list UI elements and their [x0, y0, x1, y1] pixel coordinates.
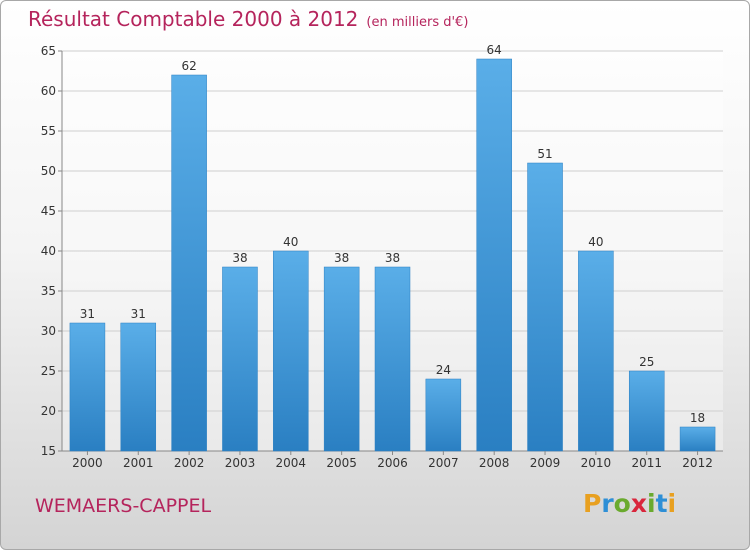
bar-value-label: 51 — [537, 147, 552, 161]
bar-value-label: 24 — [436, 363, 451, 377]
bar-value-label: 40 — [588, 235, 603, 249]
x-tick-label: 2009 — [530, 456, 561, 470]
x-tick-label: 2006 — [377, 456, 408, 470]
bar-value-label: 38 — [334, 251, 349, 265]
bar[interactable] — [679, 426, 716, 452]
y-tick-label: 35 — [41, 284, 56, 298]
x-tick-label: 2010 — [581, 456, 612, 470]
y-tick-label: 20 — [41, 404, 56, 418]
bar[interactable] — [222, 266, 258, 452]
logo-letter: P — [583, 489, 602, 518]
bar-value-label: 31 — [80, 307, 95, 321]
bar[interactable] — [273, 250, 309, 452]
chart-title-text: Résultat Comptable 2000 à 2012 — [28, 7, 359, 31]
chart-title: Résultat Comptable 2000 à 2012 (en millie… — [28, 7, 468, 31]
bar-value-label: 25 — [639, 355, 654, 369]
logo-letter: i — [647, 489, 656, 518]
y-tick-label: 40 — [41, 244, 56, 258]
y-tick-label: 30 — [41, 324, 56, 338]
bar[interactable] — [476, 58, 512, 452]
y-tick-label: 55 — [41, 124, 56, 138]
bar-value-label: 31 — [131, 307, 146, 321]
bar-value-label: 62 — [181, 59, 196, 73]
x-tick-label: 2005 — [326, 456, 357, 470]
x-tick-label: 2007 — [428, 456, 459, 470]
commune-name: WEMAERS-CAPPEL — [35, 495, 212, 517]
logo-letter: t — [655, 489, 668, 518]
bar[interactable] — [578, 250, 614, 452]
logo-letter: i — [667, 489, 677, 518]
y-tick-label: 45 — [41, 204, 56, 218]
x-tick-label: 2004 — [276, 456, 307, 470]
y-tick-label: 15 — [41, 444, 56, 458]
bar[interactable] — [171, 74, 207, 452]
x-tick-label: 2001 — [123, 456, 154, 470]
bar-value-label: 18 — [690, 411, 705, 425]
logo-letter: x — [630, 489, 647, 518]
bar[interactable] — [628, 370, 665, 452]
y-tick-label: 60 — [41, 84, 56, 98]
bar-value-label: 38 — [385, 251, 400, 265]
x-tick-label: 2012 — [682, 456, 713, 470]
x-tick-label: 2011 — [631, 456, 662, 470]
y-tick-label: 65 — [41, 44, 56, 58]
bar[interactable] — [69, 322, 106, 452]
bar[interactable] — [374, 266, 411, 452]
y-tick-label: 50 — [41, 164, 56, 178]
bar-value-label: 40 — [283, 235, 298, 249]
bar[interactable] — [323, 266, 360, 452]
logo-letter: o — [613, 489, 631, 518]
logo-letter: r — [601, 489, 614, 518]
x-tick-label: 2008 — [479, 456, 510, 470]
bar[interactable] — [527, 162, 563, 452]
bar[interactable] — [425, 378, 462, 452]
bar[interactable] — [120, 322, 157, 452]
x-tick-label: 2003 — [225, 456, 256, 470]
chart-subtitle: (en milliers d'€) — [366, 15, 469, 30]
x-tick-label: 2002 — [174, 456, 205, 470]
bar-value-label: 64 — [487, 43, 502, 57]
x-tick-label: 2000 — [72, 456, 103, 470]
bar-value-label: 38 — [232, 251, 247, 265]
proxiti-logo[interactable]: Proxiti — [583, 489, 676, 518]
y-tick-label: 25 — [41, 364, 56, 378]
